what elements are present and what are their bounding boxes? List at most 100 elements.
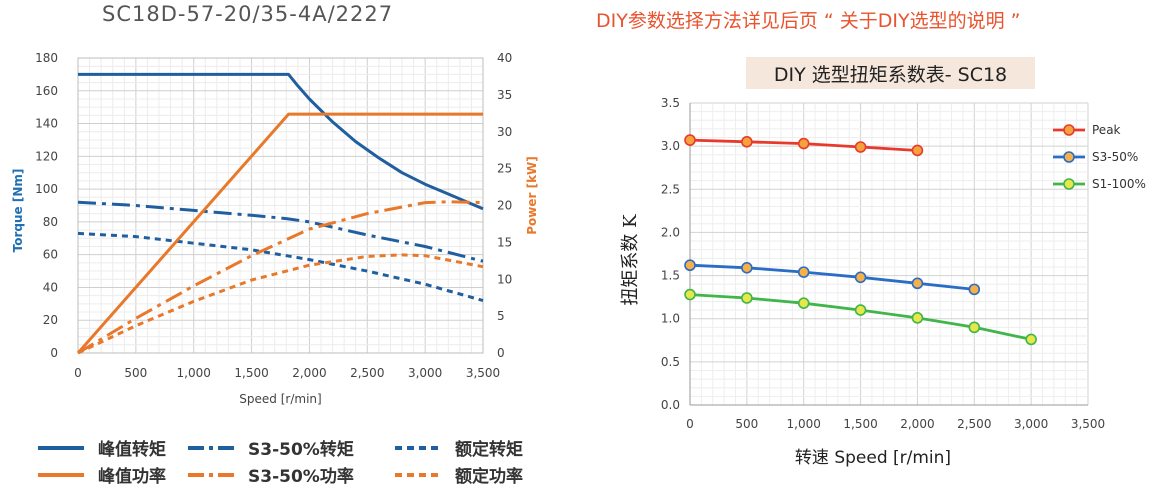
x-tick-label: 3,500 [1071,417,1105,431]
x-tick-label: 1,500 [234,366,268,380]
series-line-4 [77,200,484,355]
data-point [854,141,867,153]
y-tick-label: 0.0 [661,398,680,412]
series-line-3 [76,112,483,354]
x-tick-label: 1,500 [843,417,877,431]
legend-swatch [38,472,84,477]
legend-swatch [395,472,441,477]
x-tick-label: 2,500 [957,417,991,431]
y-right-axis-label: Power [kW] [525,156,539,235]
y-right-tick-label: 0 [497,346,505,360]
data-point [968,283,981,296]
legend-label: 峰值功率 [98,467,166,487]
x-tick-label: 0 [686,417,694,431]
legend-item: 峰值转矩 [38,435,166,460]
series-line-0 [78,72,484,211]
y-left-tick-label: 120 [35,149,58,163]
legend-label: S3-50%功率 [248,467,354,487]
legend-item: 额定功率 [395,462,523,487]
x-tick-label: 500 [735,417,758,431]
legend-marker [1063,151,1075,163]
x-tick-label: 500 [124,366,147,380]
y-tick-label: 1.0 [661,312,680,326]
data-point [911,312,924,324]
torque-power-chart-title: SC18D-57-20/35-4A/2227 [102,2,394,26]
legend-swatch [188,472,234,477]
x-tick-label: 2,500 [350,366,384,380]
legend-label: S3-50%转矩 [248,440,354,460]
y-tick-label: 2.5 [661,182,680,196]
x-tick-label: 2,000 [900,417,934,431]
k-chart-title-box [746,57,1035,89]
legend-item: 额定转矩 [395,435,523,460]
y-left-tick-label: 60 [43,248,58,262]
diy-reference-note: DIY参数选择方法详见后页 “ 关于DIY选型的说明 ” [596,10,1021,32]
x-axis-label: Speed [r/min] [239,392,321,406]
y-tick-label: 1.5 [661,269,680,283]
plot-frame [77,57,484,354]
data-point [797,137,810,150]
data-point [797,297,810,309]
x-tick-label: 1,000 [177,366,211,380]
series-line-2 [77,231,484,303]
y-tick-label: 0.5 [661,355,680,369]
legend-label: S1-100% [1092,177,1146,191]
y-left-tick-label: 100 [35,182,58,196]
data-point [854,271,867,284]
y-left-tick-label: 140 [35,117,58,131]
legend-label: 峰值转矩 [98,440,166,460]
y-tick-label: 2.0 [661,225,680,239]
y-right-tick-label: 5 [497,309,505,323]
data-point [741,292,753,304]
y-left-tick-label: 20 [43,313,58,327]
data-point [1025,333,1037,346]
y-axis-label: 扭矩系数 K [620,214,641,306]
legend-swatch [188,445,234,450]
legend-marker [1063,178,1075,190]
x-axis-label: 转速 Speed [r/min] [795,448,951,468]
data-point [911,144,924,157]
legend-label: S3-50% [1092,150,1138,164]
data-point [741,262,753,274]
y-left-tick-label: 80 [43,215,58,229]
x-tick-label: 3,500 [466,366,500,380]
y-left-tick-label: 160 [35,84,58,98]
legend-label: 额定转矩 [455,440,523,460]
series-line-1 [689,263,975,291]
series-line-5 [77,253,484,355]
y-left-tick-label: 0 [50,346,58,360]
legend-swatch [38,445,84,450]
legend-swatch [395,445,441,450]
legend-item: S3-50%功率 [188,462,354,487]
data-point [911,277,924,290]
legend-label: 额定功率 [455,467,523,487]
y-right-tick-label: 35 [497,88,512,102]
y-right-tick-label: 40 [497,51,512,65]
data-point [684,259,696,272]
k-chart-title: DIY 选型扭矩系数表- SC18 [773,64,1008,86]
y-left-axis-label: Torque [Nm] [11,169,25,253]
y-tick-label: 3.0 [661,139,680,153]
y-tick-label: 3.5 [661,96,680,110]
data-point [741,136,753,148]
y-left-tick-label: 180 [35,51,58,65]
data-point [854,304,867,316]
x-tick-label: 2,000 [292,366,326,380]
legend-label: Peak [1092,123,1121,137]
y-right-tick-label: 15 [497,235,512,249]
data-point [684,288,696,301]
y-left-tick-label: 40 [43,280,58,294]
data-point [968,321,981,334]
legend-marker [1063,124,1075,136]
x-tick-label: 1,000 [787,417,821,431]
series-line-1 [77,200,484,263]
y-right-tick-label: 30 [497,125,512,139]
data-point [684,134,696,146]
x-tick-label: 0 [74,366,82,380]
x-tick-label: 3,000 [1014,417,1048,431]
y-right-tick-label: 25 [497,162,512,176]
legend-item: 峰值功率 [38,462,166,487]
